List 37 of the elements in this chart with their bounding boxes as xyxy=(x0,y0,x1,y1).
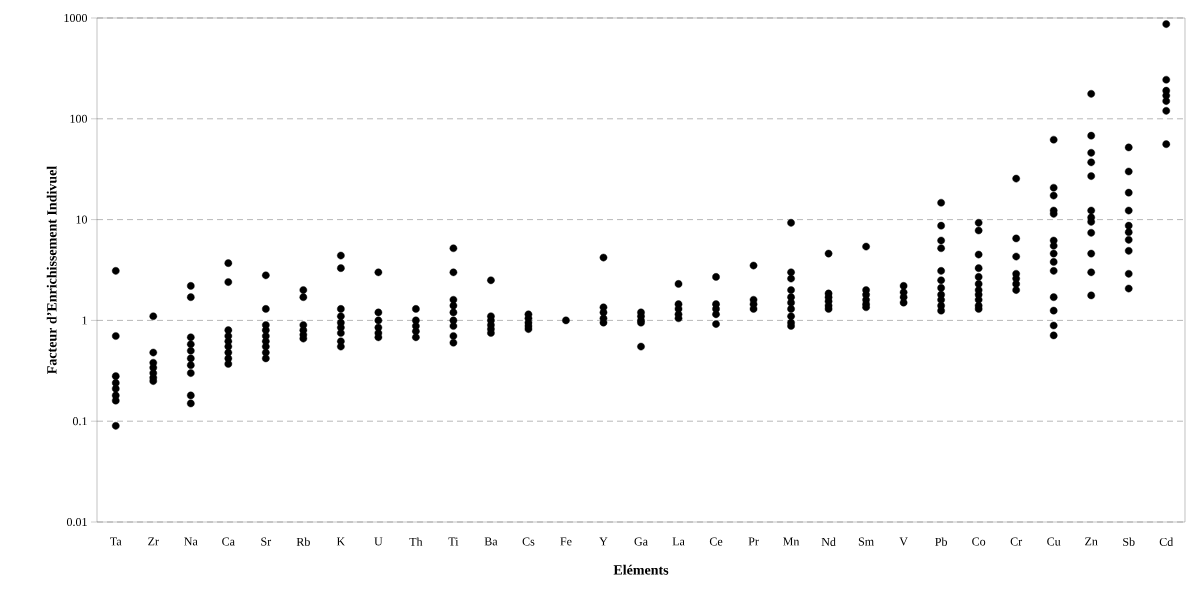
x-tick-label: V xyxy=(899,537,908,546)
x-axis-title: Eléments xyxy=(613,564,669,575)
x-tick-label: Th xyxy=(409,537,423,546)
y-tick-label: 10 xyxy=(76,215,88,224)
x-tick-label: Ce xyxy=(709,537,723,546)
x-tick-label: Cd xyxy=(1159,537,1174,546)
y-tick-label: 1 xyxy=(82,316,87,325)
x-tick-label: Co xyxy=(972,537,986,546)
x-tick-label: Fe xyxy=(560,537,572,546)
x-tick-label: Sr xyxy=(261,537,272,546)
x-tick-label: U xyxy=(374,537,383,546)
x-tick-label: Ga xyxy=(634,537,648,546)
x-tick-label: Rb xyxy=(296,537,310,546)
x-tick-label: Zn xyxy=(1085,537,1098,546)
x-tick-label: Sb xyxy=(1123,537,1135,546)
x-tick-label: Ta xyxy=(110,537,122,546)
y-axis-title: Facteur d’Enrichissement Indivuel xyxy=(46,166,57,374)
x-tick-label: Cs xyxy=(522,537,535,546)
x-tick-label: Na xyxy=(184,537,198,546)
x-tick-label: Pr xyxy=(748,537,759,546)
x-tick-label: Cr xyxy=(1010,537,1023,546)
x-tick-label: Mn xyxy=(783,537,800,546)
x-tick-label: La xyxy=(672,537,685,546)
x-tick-label: Pb xyxy=(935,537,948,546)
y-tick-label: 0.01 xyxy=(66,517,87,527)
y-tick-label: 0.1 xyxy=(72,417,87,426)
x-tick-label: Ti xyxy=(448,537,459,546)
y-tick-label: 1000 xyxy=(64,13,88,23)
x-tick-label: Y xyxy=(599,537,608,546)
x-tick-label: Nd xyxy=(821,537,836,546)
x-tick-label: K xyxy=(336,537,346,546)
x-tick-label: Cu xyxy=(1047,537,1061,546)
x-tick-label: Zr xyxy=(148,537,159,546)
x-tick-label: Ca xyxy=(222,537,235,546)
x-tick-label: Sm xyxy=(858,537,874,546)
x-tick-label: Ba xyxy=(484,537,498,546)
y-tick-label: 100 xyxy=(70,114,88,123)
